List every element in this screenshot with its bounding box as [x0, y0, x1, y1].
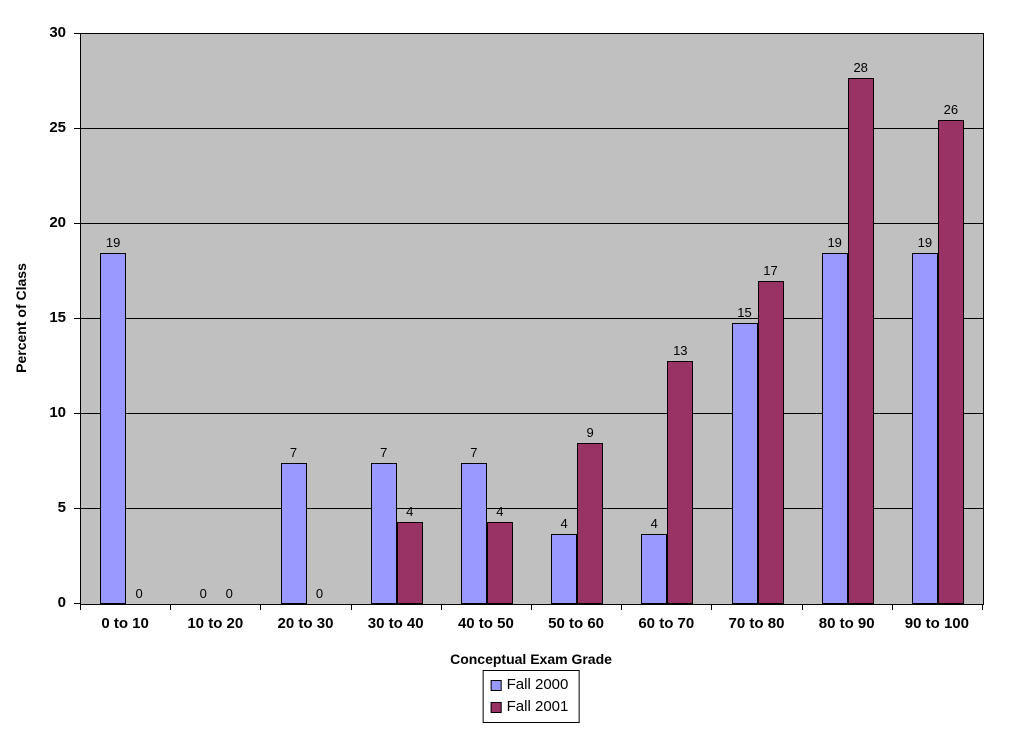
- bar-data-label: 26: [943, 101, 959, 117]
- bar-data-label: 0: [135, 586, 143, 601]
- bar: [100, 252, 127, 604]
- plot-area: 19 0 0 0 7 0 7 4 7 4 4 9 4 13 15 17 19 28 19 26: [80, 33, 984, 605]
- y-tick-label: 10: [49, 404, 66, 421]
- y-tick-label: 0: [57, 594, 66, 611]
- y-axis-tick: [74, 318, 81, 319]
- x-tick-label: 0 to 10: [101, 615, 149, 632]
- bar-data-label: 17: [763, 263, 778, 278]
- y-tick-label: 5: [57, 499, 66, 516]
- bar: [280, 463, 307, 604]
- x-axis-tick: [621, 604, 623, 610]
- x-axis-tick: [982, 604, 983, 610]
- x-tick-label: 90 to 100: [904, 615, 969, 632]
- x-axis-tick: [80, 604, 81, 610]
- bar: [731, 322, 758, 604]
- x-axis-tick: [711, 604, 713, 610]
- x-tick-label: 30 to 40: [367, 615, 424, 632]
- x-tick-label: 50 to 60: [548, 615, 605, 632]
- bar: [937, 119, 964, 604]
- x-axis-tick: [260, 604, 262, 610]
- legend-item: Fall 2000: [490, 674, 569, 696]
- x-axis-tick: [891, 604, 893, 610]
- x-axis-tick: [531, 604, 532, 610]
- bar-data-label: 9: [586, 424, 594, 440]
- bar: [757, 281, 784, 604]
- bar-data-label: 4: [560, 515, 568, 531]
- bar: [577, 442, 604, 604]
- x-tick-label: 40 to 50: [457, 615, 514, 632]
- bar-data-label: 19: [105, 234, 121, 250]
- bar-data-label: 15: [737, 304, 752, 320]
- x-tick-label: 60 to 70: [638, 615, 695, 632]
- x-axis-tick: [350, 604, 352, 610]
- x-tick-label: 10 to 20: [187, 615, 244, 632]
- y-tick-label: 20: [49, 214, 66, 231]
- bar-data-label: 19: [917, 234, 933, 250]
- bar: [667, 360, 694, 604]
- y-tick-label: 25: [49, 119, 66, 136]
- bar: [460, 463, 487, 604]
- y-axis-tick: [74, 413, 81, 414]
- x-axis-tick: [440, 604, 442, 610]
- bar-data-label: 0: [225, 586, 233, 601]
- bar-data-label: 7: [289, 445, 298, 461]
- gridline: [81, 508, 983, 509]
- bar-data-label: 7: [470, 445, 478, 461]
- x-axis-tick: [170, 604, 172, 610]
- bar: [821, 252, 848, 604]
- bar-data-label: 4: [650, 515, 658, 531]
- bar: [847, 77, 874, 604]
- gridline: [81, 413, 983, 414]
- legend: Fall 2000 Fall 2001: [482, 670, 580, 723]
- bar: [370, 463, 397, 604]
- legend-swatch-fall-2001: [490, 701, 502, 713]
- gridline: [81, 128, 983, 129]
- bar-data-label: 13: [673, 342, 688, 358]
- gridline: [81, 318, 983, 319]
- bar-data-label: 0: [315, 586, 324, 601]
- legend-label: Fall 2000: [506, 676, 569, 693]
- bar: [396, 522, 423, 604]
- legend-item: Fall 2001: [490, 696, 569, 718]
- x-axis-tick: [801, 604, 803, 610]
- x-tick-label: 20 to 30: [277, 615, 334, 632]
- x-tick-label: 80 to 90: [818, 615, 875, 632]
- bar-data-label: 4: [406, 504, 414, 520]
- x-tick-label: 70 to 80: [728, 615, 785, 632]
- bar: [551, 533, 578, 604]
- legend-label: Fall 2001: [506, 698, 569, 715]
- y-tick-label: 15: [49, 309, 66, 326]
- y-axis-tick: [74, 603, 81, 604]
- bar: [486, 522, 513, 604]
- bar-data-label: 0: [199, 586, 207, 601]
- bar-data-label: 7: [380, 445, 388, 461]
- y-tick-label: 30: [49, 24, 66, 41]
- bar-data-label: 28: [853, 59, 868, 75]
- y-axis-tick: [74, 223, 81, 224]
- legend-swatch-fall-2000: [490, 679, 502, 691]
- bar: [911, 252, 938, 604]
- x-axis-title: Conceptual Exam Grade: [450, 651, 612, 667]
- bar: [641, 533, 668, 604]
- bar-data-label: 19: [827, 234, 842, 250]
- gridline: [81, 223, 983, 224]
- y-axis-tick: [74, 128, 81, 129]
- bar-data-label: 4: [496, 504, 504, 520]
- y-axis-tick: [74, 33, 81, 34]
- y-axis-tick: [74, 508, 81, 509]
